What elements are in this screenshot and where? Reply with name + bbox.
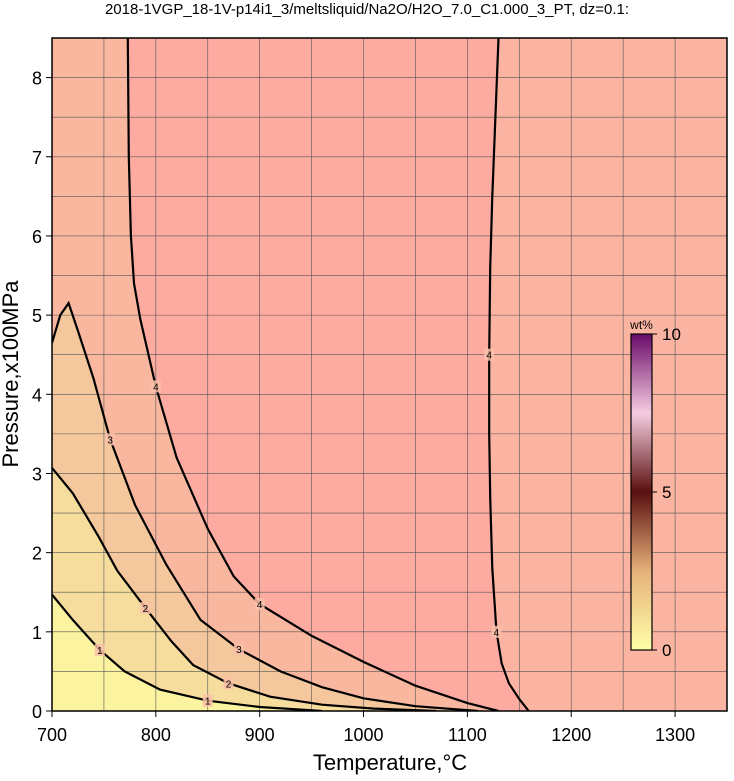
x-tick-label: 1000	[344, 725, 384, 745]
colorbar-tick-label: 0	[662, 641, 671, 660]
colorbar-label: wt%	[629, 318, 653, 332]
plot-frame	[51, 37, 728, 712]
contour-line	[52, 593, 323, 711]
contour-line	[126, 38, 499, 711]
y-tick-label: 3	[32, 464, 42, 484]
contour-fill	[52, 303, 478, 711]
contour-label-bg	[254, 598, 265, 611]
y-tick-label: 5	[32, 306, 42, 326]
contour-label-bg	[484, 348, 495, 361]
contour-label-bg	[105, 433, 116, 446]
plot-area: 4 4 4 4 3 3 2 2 1 1	[52, 38, 727, 711]
contour-label-bg	[150, 380, 161, 393]
x-tick-label: 1100	[448, 725, 487, 745]
colorbar	[630, 333, 653, 651]
contour-fill	[52, 467, 437, 711]
axes: 700 800 900 1000 1100 1200 1300 0 1 2 3 4 5 6 7 8 wt% 0 5 1…	[32, 37, 728, 745]
contour-fill	[489, 38, 727, 711]
contour-fill	[52, 38, 499, 711]
contour-label-bg	[491, 625, 502, 638]
contour-label-bg	[233, 643, 244, 656]
contour-label: 4	[257, 600, 263, 611]
contour-label: 2	[143, 604, 149, 615]
colorbar-tick-label: 5	[662, 483, 671, 502]
contour-label: 3	[107, 435, 113, 446]
y-tick-label: 8	[32, 69, 42, 89]
x-tick-label: 700	[37, 725, 67, 745]
contour-label: 4	[153, 382, 159, 393]
contour-line	[52, 300, 478, 711]
contour-label-bg	[94, 644, 105, 657]
contour-fill	[52, 594, 322, 711]
y-tick-label: 4	[32, 385, 42, 405]
x-tick-label: 1300	[655, 725, 695, 745]
contour-label: 1	[97, 646, 103, 657]
contour-label: 1	[205, 697, 211, 708]
contour-label: 2	[226, 679, 232, 690]
y-tick-label: 0	[32, 702, 42, 722]
contour-line	[488, 38, 530, 711]
contour-label: 4	[486, 351, 492, 362]
colorbar-tick-label: 10	[662, 325, 681, 344]
x-tick-label: 900	[245, 725, 275, 745]
x-axis-label: Temperature,°C	[313, 750, 467, 775]
x-tick-label: 800	[141, 725, 171, 745]
y-tick-label: 6	[32, 227, 42, 247]
contour-label-bg	[223, 677, 234, 690]
contour-line	[52, 467, 437, 711]
contour-label: 3	[236, 645, 242, 656]
contour-label: 4	[494, 628, 500, 639]
chart-title: 2018-1VGP_18-1V-p14i1_3/meltsliquid/Na2O…	[105, 1, 629, 18]
x-tick-label: 1200	[551, 725, 591, 745]
y-tick-label: 7	[32, 148, 42, 168]
y-axis-label: Pressure,x100MPa	[0, 280, 23, 468]
contour-label-bg	[202, 694, 213, 707]
y-tick-label: 1	[32, 623, 42, 643]
contour-label-bg	[140, 602, 151, 615]
y-tick-label: 2	[32, 544, 42, 564]
